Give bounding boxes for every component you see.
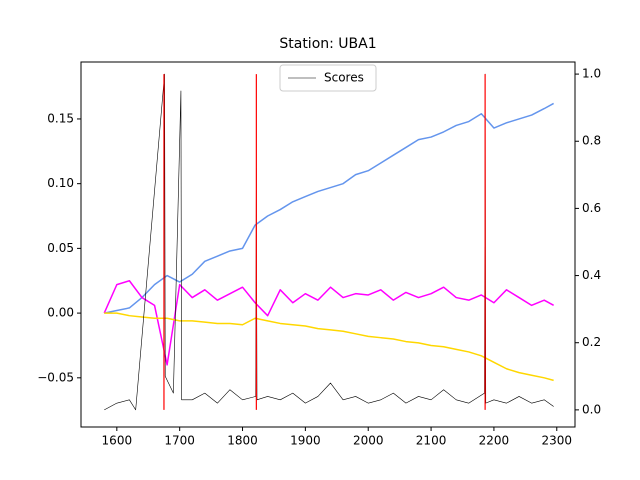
y-tick-label: 0.10 — [47, 176, 74, 190]
x-tick-label: 1900 — [290, 434, 321, 448]
legend-box — [279, 64, 377, 92]
y-tick-label: 0.15 — [47, 111, 74, 125]
series-line — [103, 279, 554, 366]
y2-tick-label: 1.0 — [582, 67, 601, 81]
x-tick-label: 2000 — [353, 434, 384, 448]
x-tick-label: 2300 — [542, 434, 573, 448]
y-tick-label: −0.05 — [37, 370, 74, 384]
plot-frame — [80, 61, 576, 428]
series-line — [104, 312, 554, 382]
x-tick-label: 1700 — [164, 434, 195, 448]
y2-tick-label: 0.6 — [582, 201, 601, 215]
x-tick-label: 1800 — [227, 434, 258, 448]
x-tick-label: 1600 — [102, 434, 133, 448]
y-tick-label: 0.05 — [47, 241, 74, 255]
legend-label: Scores — [324, 71, 364, 85]
y-tick-label: 0.00 — [47, 306, 74, 320]
series-line — [163, 74, 486, 410]
y2-tick-label: 0.8 — [582, 134, 601, 148]
x-tick-label: 2100 — [416, 434, 447, 448]
y2-tick-label: 0.2 — [582, 335, 601, 349]
series-line — [104, 102, 554, 314]
chart-title: Station: UBA1 — [279, 36, 376, 52]
y2-tick-label: 0.4 — [582, 268, 601, 282]
y2-tick-label: 0.0 — [582, 402, 601, 416]
x-tick-label: 2200 — [479, 434, 510, 448]
